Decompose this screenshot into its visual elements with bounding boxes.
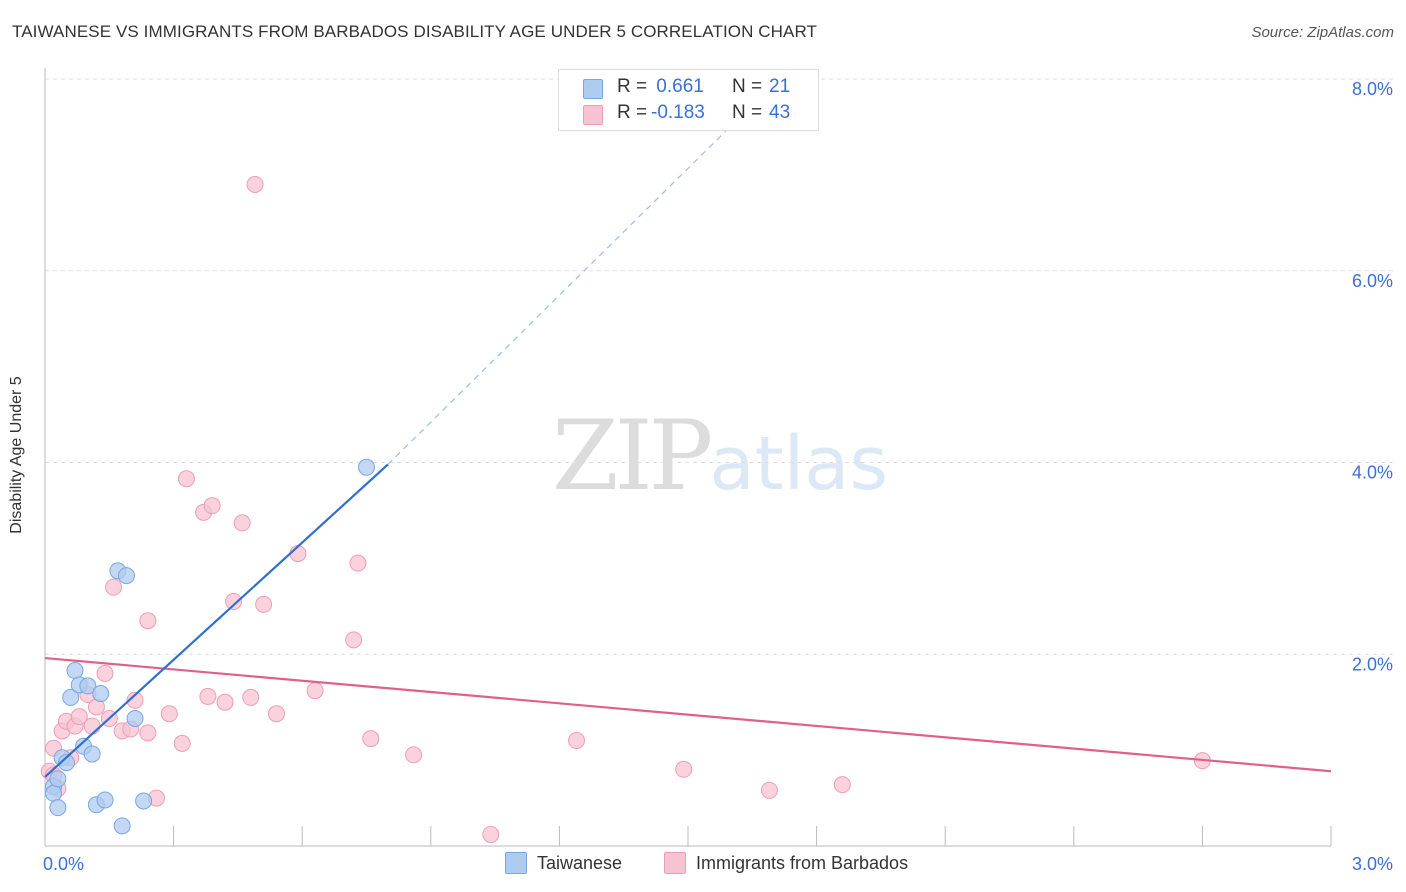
barbados-point [203, 497, 221, 515]
barbados-point [289, 545, 307, 563]
barbados-trend-line [44, 656, 1332, 773]
barbados-point [177, 470, 195, 488]
legend-n-value: 21 [769, 76, 791, 97]
legend-swatch-pink [664, 852, 686, 874]
taiwanese-point [79, 677, 97, 695]
legend-r-value: -0.183 [651, 102, 705, 123]
y-tick-label: 8.0% [1352, 79, 1393, 99]
legend-r-value: 0.661 [651, 76, 704, 97]
taiwanese-point [358, 458, 375, 476]
barbados-point [405, 746, 423, 764]
taiwanese-point [57, 754, 75, 772]
legend-label: Immigrants from Barbados [696, 853, 909, 873]
x-tick-label: 0.0% [43, 854, 84, 874]
taiwanese-point [49, 770, 67, 788]
barbados-point [139, 612, 157, 630]
taiwanese-point [83, 745, 101, 763]
x-tick-label: 3.0% [1352, 854, 1393, 874]
legend-n-value: 43 [769, 102, 791, 123]
taiwanese-trend-extension [387, 83, 775, 465]
barbados-point [216, 693, 234, 711]
barbados-point [83, 717, 101, 735]
barbados-point [833, 776, 851, 794]
correlation-legend: R = 0.661 N = 21 R = -0.183 N = 43 [558, 69, 819, 131]
barbados-point [267, 705, 285, 723]
y-tick-label: 6.0% [1352, 271, 1393, 291]
chart-title: TAIWANESE VS IMMIGRANTS FROM BARBADOS DI… [12, 22, 818, 41]
legend-n-label: N = [732, 102, 763, 123]
barbados-point [568, 732, 586, 750]
taiwanese-point [113, 817, 131, 835]
barbados-point [96, 664, 114, 682]
watermark-atlas: atlas [709, 421, 889, 507]
barbados-point [242, 688, 260, 706]
source-label: Source: ZipAtlas.com [1251, 24, 1394, 41]
barbados-point [362, 730, 380, 748]
taiwanese-point [117, 567, 135, 585]
barbados-point [306, 682, 324, 700]
taiwanese-point [45, 784, 63, 802]
taiwanese-point [92, 685, 110, 703]
taiwanese-point [49, 799, 67, 817]
legend-swatch-blue [505, 852, 527, 874]
legend-r-label: R = [617, 102, 648, 123]
barbados-point [233, 514, 251, 532]
barbados-point [760, 781, 778, 799]
barbados-point [255, 595, 273, 613]
taiwanese-point [96, 791, 114, 809]
barbados-point [349, 554, 367, 572]
barbados-point [675, 760, 693, 778]
barbados-point [70, 708, 88, 726]
barbados-point [199, 687, 217, 705]
watermark-zip: ZIP [552, 400, 713, 512]
watermark: ZIPatlas [552, 400, 888, 512]
y-tick-label: 2.0% [1352, 654, 1393, 674]
barbados-point [173, 734, 191, 752]
legend-swatch-blue [583, 79, 603, 99]
y-tick-label: 4.0% [1352, 463, 1393, 483]
barbados-point [345, 631, 363, 649]
taiwanese-point [126, 709, 144, 727]
barbados-point [126, 691, 144, 709]
legend-n-label: N = [732, 76, 763, 97]
legend-label: Taiwanese [537, 853, 623, 873]
barbados-point [139, 724, 157, 742]
barbados-point [246, 175, 264, 193]
barbados-point [160, 705, 178, 723]
taiwanese-point [135, 792, 153, 810]
barbados-point [225, 593, 243, 611]
legend-swatch-pink [583, 105, 603, 125]
taiwanese-point [66, 662, 84, 680]
barbados-point [482, 825, 500, 843]
taiwanese-point [62, 688, 80, 706]
legend-r-label: R = [617, 76, 648, 97]
taiwanese-trend-line [44, 463, 389, 778]
barbados-point [105, 578, 123, 596]
